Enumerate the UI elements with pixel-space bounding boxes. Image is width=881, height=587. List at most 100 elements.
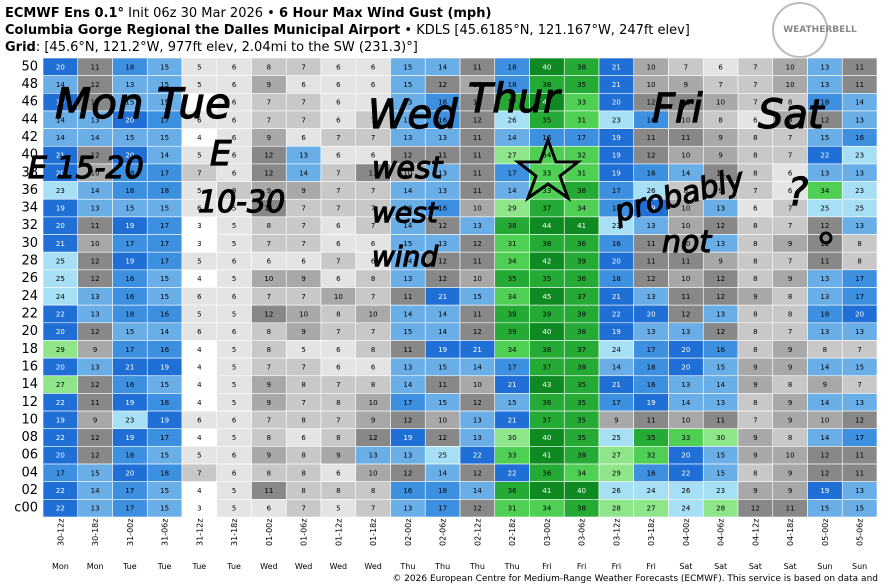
- cell-label: 8: [301, 416, 305, 424]
- cell-label: 7: [197, 469, 201, 477]
- cell-label: 14: [716, 381, 725, 389]
- cell-label: 20: [612, 258, 621, 266]
- cell-label: 11: [820, 258, 829, 266]
- cell-label: 11: [716, 169, 725, 177]
- cell-label: 7: [371, 134, 375, 142]
- cell-label: 13: [855, 487, 864, 495]
- cell-label: 14: [403, 381, 412, 389]
- cell-label: 5: [197, 81, 201, 89]
- cell-label: 9: [718, 258, 722, 266]
- cell-label: 17: [855, 293, 864, 301]
- cell-label: 15: [160, 134, 169, 142]
- cell-label: 29: [612, 469, 621, 477]
- cell-label: 17: [403, 399, 412, 407]
- cell-label: 15: [403, 240, 412, 248]
- cell-label: 23: [56, 187, 65, 195]
- y-tick-label: 02: [21, 483, 38, 498]
- cell-label: 16: [160, 346, 169, 354]
- cell-label: 13: [716, 399, 725, 407]
- cell-label: 23: [716, 487, 725, 495]
- cell-label: 14: [820, 363, 829, 371]
- cell-label: 20: [56, 63, 65, 71]
- cell-label: 27: [508, 152, 517, 160]
- cell-label: 12: [438, 81, 447, 89]
- cell-label: 39: [508, 328, 517, 336]
- cell-label: 12: [716, 293, 725, 301]
- cell-label: 20: [125, 116, 134, 124]
- cell-label: 18: [612, 275, 621, 283]
- cell-label: 39: [542, 310, 551, 318]
- cell-label: 6: [371, 240, 376, 248]
- cell-label: 13: [91, 505, 100, 513]
- cell-label: 7: [371, 205, 375, 213]
- cell-label: 8: [753, 399, 757, 407]
- cell-label: 20: [681, 452, 690, 460]
- cell-label: 11: [855, 63, 864, 71]
- cell-label: 4: [197, 399, 202, 407]
- cell-label: 7: [267, 116, 271, 124]
- cell-label: 25: [56, 258, 65, 266]
- cell-label: 5: [197, 63, 201, 71]
- cell-label: 16: [125, 381, 134, 389]
- cell-label: 7: [301, 293, 305, 301]
- cell-label: 15: [125, 205, 134, 213]
- cell-label: 14: [56, 116, 65, 124]
- cell-label: 36: [542, 469, 551, 477]
- cell-label: 8: [336, 399, 340, 407]
- annotation: Fri: [652, 86, 703, 132]
- cell-label: 7: [336, 416, 340, 424]
- cell-label: 35: [577, 434, 586, 442]
- cell-label: 14: [438, 469, 447, 477]
- cell-label: 13: [647, 293, 656, 301]
- cell-label: 18: [160, 399, 169, 407]
- cell-label: 18: [508, 81, 517, 89]
- grid-info: : [45.6°N, 121.2°W, 977ft elev, 2.04mi t…: [36, 40, 418, 55]
- cell-label: 12: [91, 275, 100, 283]
- cell-label: 15: [403, 63, 412, 71]
- cell-label: 10: [369, 310, 378, 318]
- cell-label: 11: [647, 258, 656, 266]
- cell-label: 8: [753, 258, 757, 266]
- cell-label: 3: [197, 240, 201, 248]
- cell-label: 8: [753, 134, 757, 142]
- day-label: Thu: [434, 562, 450, 571]
- y-tick-label: 28: [21, 254, 38, 269]
- cell-label: 8: [336, 310, 340, 318]
- cell-label: 15: [716, 363, 725, 371]
- cell-label: 22: [56, 487, 65, 495]
- cell-label: 6: [197, 116, 202, 124]
- cell-label: 9: [267, 381, 271, 389]
- annotation: west: [372, 196, 439, 229]
- day-label: Fri: [542, 562, 552, 571]
- cell-label: 9: [614, 416, 618, 424]
- cell-label: 9: [336, 452, 340, 460]
- cell-label: 12: [473, 116, 482, 124]
- cell-label: 10: [681, 222, 690, 230]
- day-label: Tue: [122, 562, 137, 571]
- x-tick-label: 01-00z: [265, 519, 274, 546]
- site-info: • KDLS [45.6185°N, 121.167°W, 247ft elev…: [404, 23, 689, 38]
- y-tick-label: 12: [21, 395, 38, 410]
- cell-label: 11: [473, 152, 482, 160]
- cell-label: 26: [647, 187, 656, 195]
- annotation: wind: [372, 240, 438, 273]
- cell-label: 38: [577, 63, 586, 71]
- cell-label: 8: [788, 293, 792, 301]
- cell-label: 12: [820, 469, 829, 477]
- cell-label: 6: [788, 169, 793, 177]
- cell-label: 14: [403, 310, 412, 318]
- cell-label: 8: [788, 310, 792, 318]
- y-tick-label: 50: [21, 59, 38, 74]
- cell-label: 9: [788, 346, 792, 354]
- cell-label: 7: [788, 205, 792, 213]
- cell-label: 5: [301, 346, 305, 354]
- cell-label: 29: [508, 205, 517, 213]
- cell-label: 12: [647, 275, 656, 283]
- cell-label: 17: [508, 169, 517, 177]
- cell-label: 6: [788, 187, 793, 195]
- cell-label: 41: [542, 99, 551, 107]
- cell-label: 24: [612, 346, 621, 354]
- day-label: Thu: [504, 562, 520, 571]
- cell-label: 25: [612, 434, 621, 442]
